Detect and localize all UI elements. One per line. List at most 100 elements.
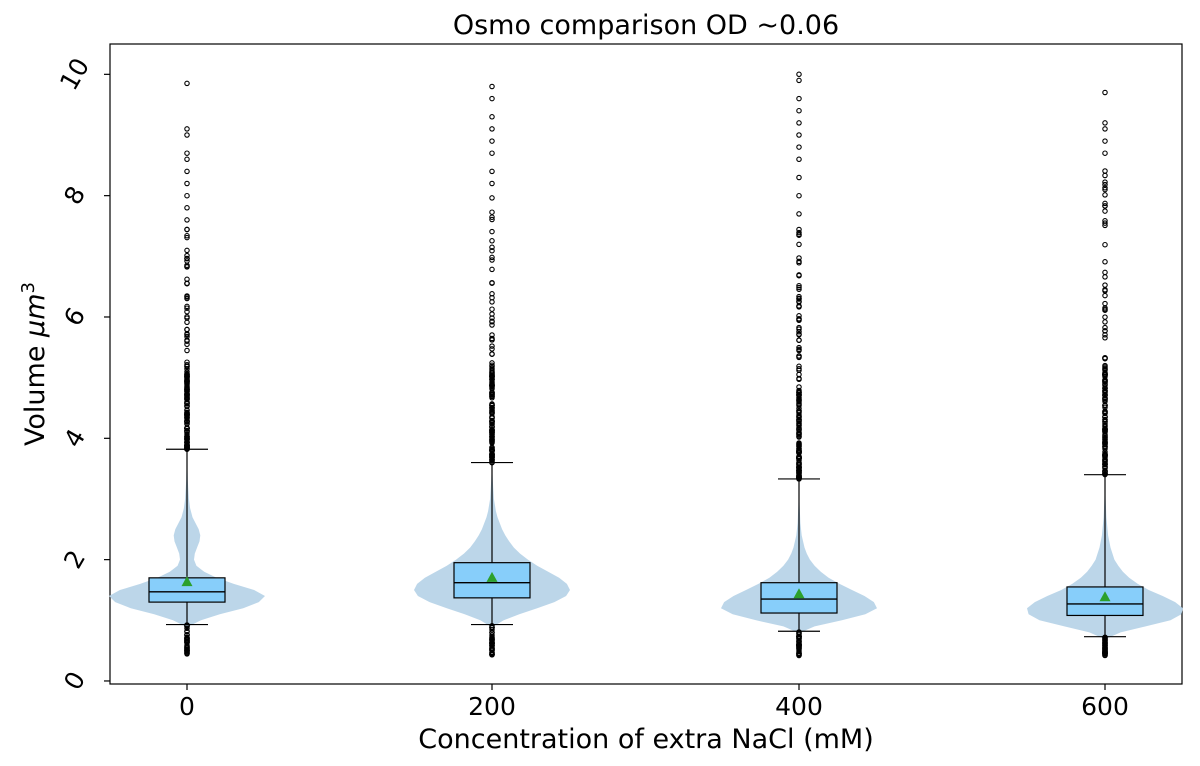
outlier-high-400 <box>796 331 802 337</box>
outlier-high-600 <box>1102 186 1108 193</box>
outlier-high-400 <box>796 363 802 370</box>
outlier-high-200 <box>489 351 495 357</box>
outlier-high-400 <box>796 424 802 431</box>
outlier-high-200 <box>489 266 495 273</box>
outlier-high-600 <box>1102 192 1108 198</box>
outlier-high-600 <box>1102 307 1108 313</box>
outlier-high-400 <box>796 272 802 278</box>
outlier-high-400 <box>796 384 802 390</box>
outlier-high-200 <box>489 195 495 201</box>
outlier-high-400 <box>796 192 802 199</box>
outlier-high-400 <box>796 107 802 114</box>
group-200 <box>414 83 570 658</box>
outlier-high-0 <box>184 295 190 302</box>
outlier-high-600 <box>1102 89 1108 96</box>
outlier-high-600 <box>1102 185 1108 191</box>
outlier-high-0 <box>184 359 190 365</box>
outlier-high-400 <box>796 241 802 248</box>
outlier-low-200 <box>489 651 495 658</box>
outlier-high-0 <box>184 419 190 425</box>
outlier-high-600 <box>1102 200 1108 207</box>
outlier-high-400 <box>796 428 802 434</box>
outlier-high-400 <box>796 473 802 480</box>
outlier-low-0 <box>184 645 190 652</box>
group-600 <box>1027 89 1183 659</box>
outlier-high-0 <box>184 425 190 431</box>
outlier-high-400 <box>796 298 802 304</box>
outlier-high-200 <box>489 421 495 427</box>
outlier-low-200 <box>489 627 495 633</box>
outlier-high-400 <box>796 286 802 293</box>
outlier-high-0 <box>184 391 190 398</box>
outlier-high-400 <box>796 476 802 482</box>
outlier-high-200 <box>489 343 495 349</box>
outlier-high-600 <box>1102 388 1108 394</box>
outlier-high-200 <box>489 346 495 352</box>
outlier-high-400 <box>796 315 802 322</box>
outlier-high-600 <box>1102 300 1108 307</box>
outlier-high-200 <box>489 280 495 286</box>
outlier-high-200 <box>489 444 495 451</box>
y-axis-label-unit-exp: 3 <box>18 282 39 293</box>
axis-layer: 0 2 4 6 8 10 0 200 400 600 <box>54 53 1129 721</box>
outlier-high-400 <box>796 446 802 452</box>
outlier-high-400 <box>796 296 802 302</box>
outlier-high-0 <box>184 319 190 326</box>
outlier-low-200 <box>489 624 495 631</box>
outlier-high-200 <box>489 216 495 223</box>
outlier-high-0 <box>184 234 190 241</box>
outlier-high-600 <box>1102 324 1108 331</box>
outlier-high-400 <box>796 71 802 78</box>
outlier-high-0 <box>184 150 190 156</box>
outlier-high-200 <box>489 452 495 458</box>
group-400 <box>721 71 877 659</box>
outlier-high-0 <box>184 80 190 87</box>
y-tick-label-2: 2 <box>58 545 91 573</box>
outlier-high-0 <box>184 333 190 340</box>
outlier-high-200 <box>489 114 495 120</box>
outlier-high-0 <box>184 313 190 320</box>
outlier-high-200 <box>489 360 495 366</box>
x-axis-label: Concentration of extra NaCl (mM) <box>418 724 873 755</box>
outlier-high-600 <box>1102 410 1108 417</box>
outlier-high-400 <box>796 433 802 440</box>
outlier-high-400 <box>796 402 802 409</box>
outlier-high-600 <box>1102 288 1108 294</box>
outlier-high-600 <box>1102 463 1108 470</box>
outlier-high-400 <box>796 324 802 331</box>
outlier-high-0 <box>184 252 190 259</box>
outlier-high-0 <box>184 205 190 211</box>
outlier-high-200 <box>489 372 495 379</box>
outlier-high-0 <box>184 403 190 409</box>
outlier-high-600 <box>1102 292 1108 299</box>
outlier-high-600 <box>1102 274 1108 280</box>
outlier-high-0 <box>184 126 190 132</box>
outlier-high-0 <box>184 156 190 163</box>
outlier-high-400 <box>796 255 802 261</box>
outlier-low-0 <box>184 647 190 654</box>
outlier-high-400 <box>796 344 802 351</box>
outlier-high-400 <box>796 353 802 359</box>
outlier-high-600 <box>1102 391 1108 398</box>
outlier-high-400 <box>796 120 802 126</box>
outlier-high-400 <box>796 156 802 163</box>
outlier-high-0 <box>184 347 190 354</box>
outlier-high-400 <box>796 455 802 461</box>
outlier-high-200 <box>489 429 495 436</box>
outlier-high-200 <box>489 126 495 132</box>
outlier-high-200 <box>489 299 495 305</box>
outlier-high-400 <box>796 174 802 181</box>
outlier-high-0 <box>184 180 190 187</box>
outlier-high-0 <box>184 380 190 386</box>
outlier-high-600 <box>1102 395 1108 402</box>
outlier-high-400 <box>796 371 802 378</box>
outlier-high-600 <box>1102 419 1108 425</box>
outlier-high-400 <box>796 467 802 474</box>
outlier-high-400 <box>796 418 802 425</box>
outlier-high-400 <box>796 337 802 343</box>
outlier-high-0 <box>184 326 190 333</box>
outlier-high-600 <box>1102 126 1108 132</box>
outlier-high-0 <box>184 413 190 419</box>
group-0 <box>109 80 265 657</box>
